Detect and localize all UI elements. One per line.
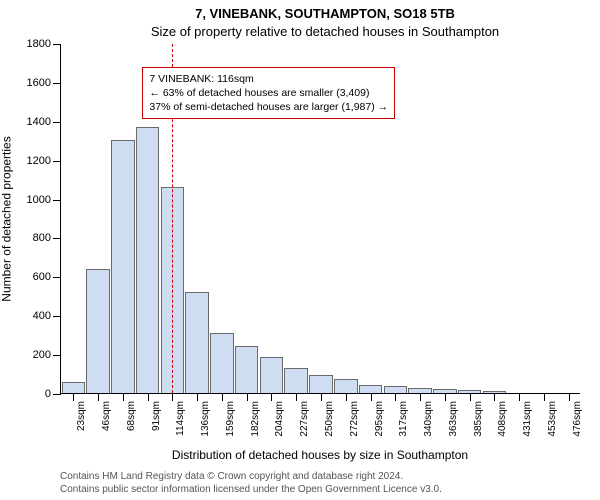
x-tick-label: 317sqm [398,401,409,437]
chart-container: 7, VINEBANK, SOUTHAMPTON, SO18 5TB Size … [0,0,600,500]
x-tick-label: 136sqm [200,401,211,437]
callout-title: 7 VINEBANK: 116sqm [149,72,388,86]
chart-footer: Contains HM Land Registry data © Crown c… [60,471,590,496]
x-tick [271,393,272,401]
x-tick [172,393,173,401]
chart-title: 7, VINEBANK, SOUTHAMPTON, SO18 5TB [60,6,590,21]
histogram-bar [111,140,135,393]
x-tick [197,393,198,401]
x-tick [321,393,322,401]
x-tick-label: 340sqm [423,401,434,437]
y-tick-label: 600 [33,271,61,283]
x-tick [569,393,570,401]
x-tick [420,393,421,401]
x-tick [148,393,149,401]
callout-line-larger: 37% of semi-detached houses are larger (… [149,100,388,114]
x-tick-label: 272sqm [349,401,360,437]
x-tick [98,393,99,401]
histogram-bar [210,333,234,393]
y-axis-label: Number of detached properties [0,44,16,394]
y-tick-label: 400 [33,310,61,322]
x-tick-label: 295sqm [374,401,385,437]
y-axis-label-text: Number of detached properties [0,136,14,301]
x-tick [123,393,124,401]
y-tick-label: 1800 [27,38,61,50]
x-tick [544,393,545,401]
x-tick-label: 182sqm [250,401,261,437]
x-tick-label: 385sqm [473,401,484,437]
x-tick [494,393,495,401]
x-tick-label: 114sqm [175,401,186,436]
callout-line-smaller: ← 63% of detached houses are smaller (3,… [149,86,388,100]
histogram-bar [284,368,308,393]
x-axis-label: Distribution of detached houses by size … [60,448,580,462]
x-tick [395,393,396,401]
x-tick-label: 476sqm [572,401,583,437]
x-tick-label: 68sqm [126,401,137,431]
histogram-bar [62,382,86,393]
x-tick-label: 363sqm [448,401,459,437]
x-tick [247,393,248,401]
y-tick-label: 1000 [27,194,61,206]
y-tick-label: 200 [33,349,61,361]
histogram-bar [136,127,160,393]
y-tick-label: 0 [45,388,61,400]
y-tick-label: 1400 [27,116,61,128]
histogram-bar [334,379,358,393]
property-callout: 7 VINEBANK: 116sqm← 63% of detached hous… [142,67,395,120]
footer-line-2: Contains public sector information licen… [60,484,590,497]
y-tick-label: 1200 [27,155,61,167]
histogram-bar [309,375,333,393]
x-tick [222,393,223,401]
histogram-bar [185,292,209,393]
x-tick-label: 46sqm [101,401,112,431]
x-tick [470,393,471,401]
histogram-bar [86,269,110,393]
histogram-bar [235,346,259,393]
histogram-bar [359,385,383,393]
x-tick [73,393,74,401]
chart-subtitle: Size of property relative to detached ho… [60,24,590,39]
x-tick-label: 408sqm [497,401,508,437]
x-tick [445,393,446,401]
histogram-bar [384,386,408,393]
x-tick-label: 453sqm [547,401,558,437]
x-tick-label: 91sqm [151,401,162,431]
y-tick-label: 1600 [27,77,61,89]
y-tick-label: 800 [33,232,61,244]
x-tick-label: 204sqm [274,401,285,437]
x-tick-label: 227sqm [299,401,310,437]
x-tick [346,393,347,401]
x-tick [371,393,372,401]
x-tick-label: 159sqm [225,401,236,437]
x-tick [519,393,520,401]
footer-line-1: Contains HM Land Registry data © Crown c… [60,471,590,484]
x-tick-label: 23sqm [76,401,87,431]
histogram-bar [260,357,284,393]
x-tick [296,393,297,401]
plot-area: 02004006008001000120014001600180023sqm46… [60,44,580,394]
x-tick-label: 250sqm [324,401,335,437]
x-tick-label: 431sqm [522,401,533,437]
